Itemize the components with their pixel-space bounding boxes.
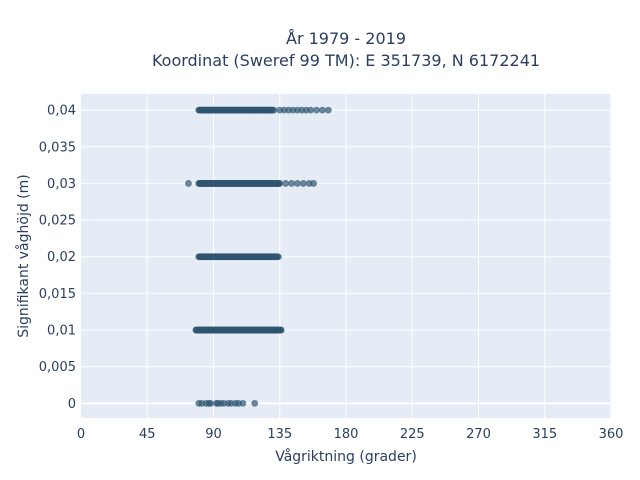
- x-tick-label: 135: [267, 427, 292, 442]
- chart-title: År 1979 - 2019: [286, 29, 406, 48]
- y-tick-label: 0,035: [39, 140, 76, 155]
- x-axis-title: Vågriktning (grader): [275, 448, 417, 465]
- data-point: [310, 180, 318, 187]
- y-axis-title: Signifikant våghöjd (m): [15, 174, 32, 337]
- data-point: [324, 106, 332, 114]
- y-axis-ticks: 0 0,005 0,01 0,015 0,02 0,025 0,03 0,035 0,04: [39, 104, 76, 412]
- y-tick-label: 0,025: [39, 214, 76, 229]
- data-point: [277, 326, 285, 334]
- x-tick-label: 90: [205, 427, 222, 442]
- x-tick-label: 270: [466, 427, 491, 442]
- x-tick-label: 225: [400, 427, 425, 442]
- y-tick-label: 0,015: [39, 287, 76, 302]
- data-point: [282, 180, 290, 187]
- data-point: [207, 399, 214, 407]
- x-axis-ticks: 0 45 90 135 180 225 270 315 360: [77, 427, 624, 442]
- data-point: [307, 106, 315, 114]
- x-tick-label: 180: [334, 427, 359, 442]
- y-tick-label: 0,03: [47, 177, 76, 192]
- chart-subtitle: Koordinat (Sweref 99 TM): E 351739, N 61…: [151, 51, 541, 70]
- data-point: [319, 106, 326, 114]
- y-tick-label: 0: [68, 397, 76, 412]
- data-point: [276, 180, 284, 187]
- data-points: [185, 106, 332, 407]
- data-point: [274, 253, 282, 261]
- y-tick-label: 0,04: [47, 104, 76, 119]
- y-tick-label: 0,01: [47, 324, 76, 339]
- data-point: [299, 180, 307, 187]
- data-point: [313, 106, 320, 114]
- y-tick-label: 0,02: [47, 250, 76, 265]
- data-point: [239, 399, 247, 407]
- data-point: [288, 180, 295, 187]
- data-point: [185, 180, 192, 187]
- chart-title-block: År 1979 - 2019 Koordinat (Sweref 99 TM):…: [0, 28, 640, 72]
- x-tick-label: 360: [599, 427, 624, 442]
- data-point: [251, 399, 259, 407]
- x-tick-label: 315: [532, 427, 557, 442]
- x-tick-label: 45: [139, 427, 156, 442]
- data-point: [294, 180, 301, 187]
- grid: [81, 94, 612, 418]
- data-point: [270, 106, 278, 114]
- x-tick-label: 0: [77, 427, 85, 442]
- y-tick-label: 0,005: [39, 360, 76, 375]
